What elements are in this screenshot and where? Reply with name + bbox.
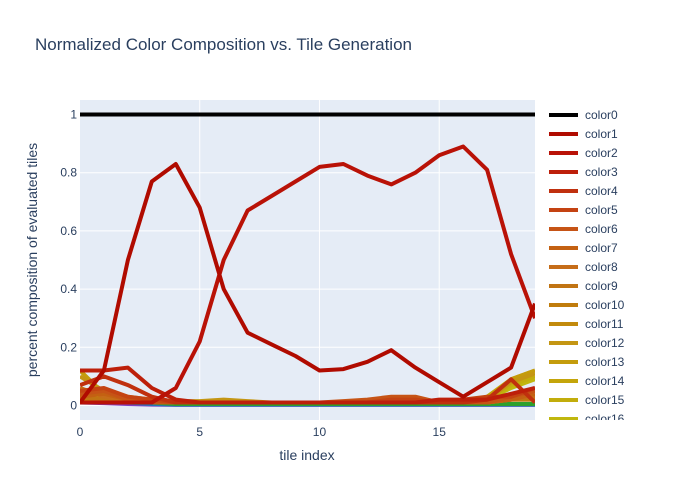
y-axis-title: percent composition of evaluated tiles [24,143,40,377]
y-axis-ticks: 0 0.2 0.4 0.6 0.8 1 [60,108,77,413]
x-tick-label: 0 [77,425,84,439]
legend-item-color11[interactable]: color11 [549,317,624,331]
legend-label: color7 [585,241,618,255]
legend-label: color4 [585,184,618,198]
legend-item-color16[interactable]: color16 [549,412,625,426]
x-axis-ticks: 0 5 10 15 [77,425,447,439]
x-tick-label: 10 [313,425,327,439]
plot-area[interactable] [80,100,535,420]
chart-title: Normalized Color Composition vs. Tile Ge… [35,35,412,54]
y-tick-label: 0.8 [60,166,77,180]
legend-label: color5 [585,203,618,217]
legend-label: color11 [585,317,624,331]
legend-item-color12[interactable]: color12 [549,336,625,350]
legend-label: color13 [585,355,625,369]
y-tick-label: 1 [70,108,77,122]
y-tick-label: 0.6 [60,224,77,238]
y-tick-label: 0.4 [60,282,77,296]
legend-label: color15 [585,393,625,407]
y-tick-label: 0 [70,398,77,412]
legend-item-color6[interactable]: color6 [549,222,618,236]
legend-item-color2[interactable]: color2 [549,146,618,160]
legend-label: color8 [585,260,618,274]
legend-label: color16 [585,412,625,426]
legend-item-color0[interactable]: color0 [549,108,618,122]
series-lines [80,112,535,407]
legend-label: color2 [585,146,618,160]
legend-item-color5[interactable]: color5 [549,203,618,217]
legend-item-color7[interactable]: color7 [549,241,618,255]
legend-label: color0 [585,108,618,122]
legend-item-color14[interactable]: color14 [549,374,625,388]
legend-label: color14 [585,374,625,388]
x-axis-title: tile index [279,447,334,463]
legend-item-color1[interactable]: color1 [549,127,618,141]
legend-item-color9[interactable]: color9 [549,279,618,293]
legend-label: color9 [585,279,618,293]
series-line-color3 [80,365,535,405]
x-tick-label: 5 [196,425,203,439]
legend-item-color15[interactable]: color15 [549,393,625,407]
series-line-color1 [80,162,535,404]
legend-label: color3 [585,165,618,179]
series-line-color2 [80,144,535,405]
legend-item-color3[interactable]: color3 [549,165,618,179]
legend-item-color8[interactable]: color8 [549,260,618,274]
legend-label: color10 [585,298,625,312]
legend-item-color13[interactable]: color13 [549,355,625,369]
legend-label: color12 [585,336,625,350]
x-tick-label: 15 [433,425,447,439]
legend-label: color6 [585,222,618,236]
legend-item-color10[interactable]: color10 [549,298,625,312]
legend-item-color4[interactable]: color4 [549,184,618,198]
y-tick-label: 0.2 [60,340,77,354]
legend[interactable]: color0 color1 color2 color3 color4 color5 colo… [549,108,625,426]
legend-label: color1 [585,127,618,141]
